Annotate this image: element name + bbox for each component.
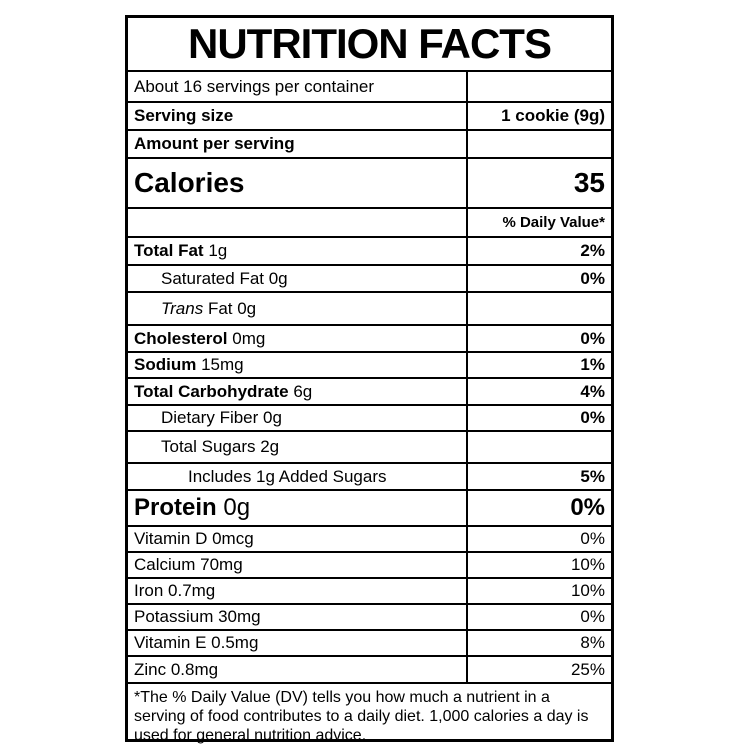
- nutrient-daily-value: 0%: [466, 491, 611, 525]
- row-vitamin-e: Vitamin E 0.5mg 8%: [128, 629, 611, 655]
- nutrient-name: Includes 1g Added Sugars: [188, 466, 387, 486]
- row-sodium: Sodium 15mg 1%: [128, 351, 611, 377]
- row-vitamin-d: Vitamin D 0mcg 0%: [128, 525, 611, 551]
- nutrient-daily-value: 2%: [466, 238, 611, 264]
- nutrient-rest-text: 1g: [203, 241, 228, 260]
- vitamin-name: Zinc 0.8mg: [134, 659, 219, 679]
- vitamin-daily-value: 10%: [466, 579, 611, 603]
- nutrient-daily-value: 0%: [466, 406, 611, 430]
- nutrient-name: Saturated Fat 0g: [161, 268, 288, 288]
- amount-per-serving-label: Amount per serving: [134, 134, 295, 153]
- page-title: NUTRITION FACTS: [188, 20, 552, 67]
- row-dietary-fiber: Dietary Fiber 0g 0%: [128, 404, 611, 430]
- daily-value-header: % Daily Value*: [466, 209, 611, 236]
- nutrient-name: Dietary Fiber 0g: [161, 408, 282, 427]
- row-potassium: Potassium 30mg 0%: [128, 603, 611, 629]
- row-calcium: Calcium 70mg 10%: [128, 551, 611, 577]
- row-zinc: Zinc 0.8mg 25%: [128, 655, 611, 682]
- nutrient-bold-text: Protein: [134, 494, 217, 521]
- vitamin-name: Vitamin D 0mcg: [134, 529, 254, 548]
- calories-label: Calories: [134, 167, 245, 198]
- daily-value-header-row: % Daily Value*: [128, 207, 611, 236]
- vitamin-name: Potassium 30mg: [134, 607, 261, 626]
- nutrient-rest-text: 15mg: [196, 355, 244, 374]
- vitamin-daily-value: 25%: [466, 657, 611, 682]
- title-row: NUTRITION FACTS: [128, 18, 611, 70]
- nutrient-daily-value: [466, 432, 611, 462]
- vitamin-name: Vitamin E 0.5mg: [134, 633, 259, 652]
- row-protein: Protein 0g 0%: [128, 489, 611, 525]
- calories-value: 35: [466, 159, 611, 207]
- nutrition-facts-label: NUTRITION FACTS About 16 servings per co…: [125, 15, 614, 744]
- nutrient-rest-text: 0mg: [227, 328, 266, 348]
- nutrient-rest-text: 6g: [288, 381, 313, 401]
- vitamin-daily-value: 10%: [466, 553, 611, 577]
- nutrient-italic-text: Trans: [161, 298, 204, 318]
- row-trans-fat: Trans Fat 0g: [128, 291, 611, 324]
- amount-per-serving-empty-cell: [466, 131, 611, 157]
- serving-size-row: Serving size 1 cookie (9g): [128, 101, 611, 129]
- serving-size-value: 1 cookie (9g): [466, 103, 611, 129]
- vitamin-daily-value: 0%: [466, 527, 611, 551]
- serving-size-label: Serving size: [134, 106, 234, 125]
- nutrient-daily-value: 0%: [466, 326, 611, 351]
- row-iron: Iron 0.7mg 10%: [128, 577, 611, 603]
- nutrient-name: Trans Fat 0g: [128, 293, 466, 324]
- calories-row: Calories 35: [128, 157, 611, 207]
- amount-per-serving-row: Amount per serving: [128, 129, 611, 157]
- nutrient-daily-value: 4%: [466, 379, 611, 404]
- row-added-sugars: Includes 1g Added Sugars 5%: [128, 462, 611, 489]
- nutrient-bold-text: Sodium: [134, 355, 197, 374]
- nutrient-bold-text: Cholesterol: [134, 328, 228, 348]
- servings-row-empty-cell: [466, 72, 611, 101]
- nutrient-name: Sodium 15mg: [128, 353, 466, 377]
- nutrient-name: Total Fat 1g: [128, 238, 466, 264]
- nutrient-bold-text: Total Fat: [134, 241, 204, 260]
- row-cholesterol: Cholesterol 0mg 0%: [128, 324, 611, 351]
- nutrient-name: Total Carbohydrate 6g: [128, 379, 466, 404]
- nutrient-daily-value: 5%: [466, 464, 611, 489]
- servings-per-container-text: About 16 servings per container: [134, 76, 375, 96]
- nutrient-rest-text: Fat 0g: [203, 298, 257, 318]
- vitamin-daily-value: 0%: [466, 605, 611, 629]
- nutrient-name: Cholesterol 0mg: [128, 326, 466, 351]
- row-total-sugars: Total Sugars 2g: [128, 430, 611, 462]
- row-total-carbohydrate: Total Carbohydrate 6g 4%: [128, 377, 611, 404]
- daily-value-header-empty-cell: [128, 209, 466, 236]
- nutrient-daily-value: [466, 293, 611, 324]
- nutrient-name: Total Sugars 2g: [161, 437, 280, 456]
- nutrient-rest-text: 0g: [216, 494, 251, 521]
- row-total-fat: Total Fat 1g 2%: [128, 236, 611, 264]
- vitamin-daily-value: 8%: [466, 631, 611, 655]
- servings-row: About 16 servings per container: [128, 70, 611, 101]
- vitamin-name: Iron 0.7mg: [134, 581, 216, 600]
- nutrient-daily-value: 0%: [466, 266, 611, 291]
- daily-value-footnote: *The % Daily Value (DV) tells you how mu…: [134, 689, 589, 744]
- footnote-row: *The % Daily Value (DV) tells you how mu…: [128, 682, 611, 744]
- nutrient-name: Protein 0g: [128, 491, 466, 525]
- vitamin-name: Calcium 70mg: [134, 555, 243, 574]
- row-saturated-fat: Saturated Fat 0g 0%: [128, 264, 611, 291]
- nutrient-bold-text: Total Carbohydrate: [134, 381, 289, 401]
- nutrient-daily-value: 1%: [466, 353, 611, 377]
